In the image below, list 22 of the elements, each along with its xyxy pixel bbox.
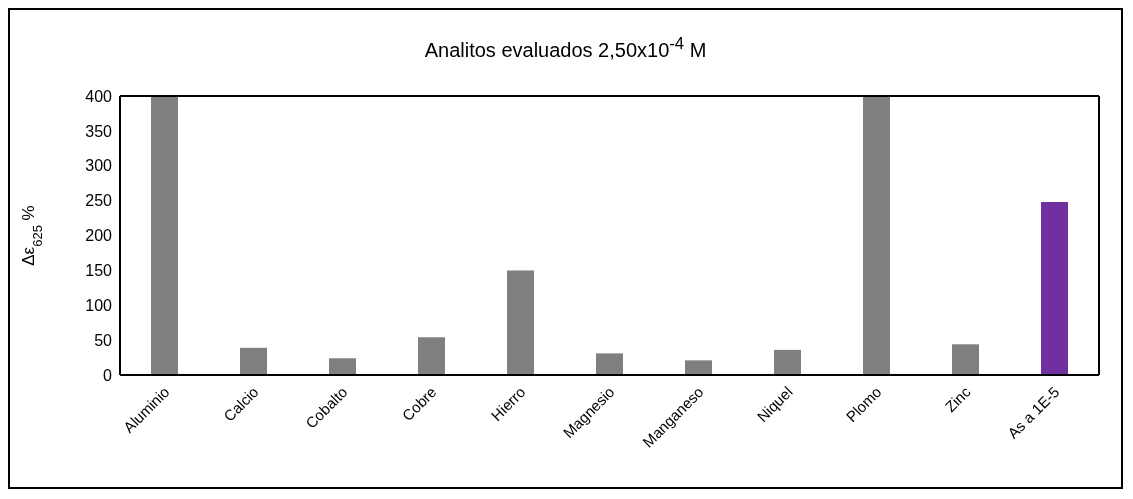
- bar: [418, 337, 445, 375]
- y-tick-label: 150: [85, 262, 113, 280]
- bar: [774, 349, 801, 375]
- chart-title: Analitos evaluados 2,50x10$^{-4}$ M: [423, 34, 708, 62]
- y-tick-label: 350: [85, 122, 113, 140]
- bar: [1041, 202, 1068, 375]
- bar: [863, 96, 890, 375]
- y-tick-label: 50: [94, 331, 113, 349]
- bar: [507, 270, 534, 375]
- x-tick-label: Zinc: [941, 382, 974, 416]
- y-tick-label: 0: [103, 366, 113, 384]
- bar: [596, 353, 623, 375]
- y-tick-label: 100: [85, 296, 113, 314]
- bar: [240, 347, 267, 375]
- bar: [685, 360, 712, 375]
- bar: [952, 344, 979, 375]
- y-tick-label: 250: [85, 192, 113, 210]
- bar: [151, 96, 178, 375]
- y-tick-label: 300: [85, 157, 113, 175]
- bar: [329, 358, 356, 375]
- y-tick-label: 200: [85, 227, 113, 245]
- y-tick-label: 400: [85, 87, 113, 105]
